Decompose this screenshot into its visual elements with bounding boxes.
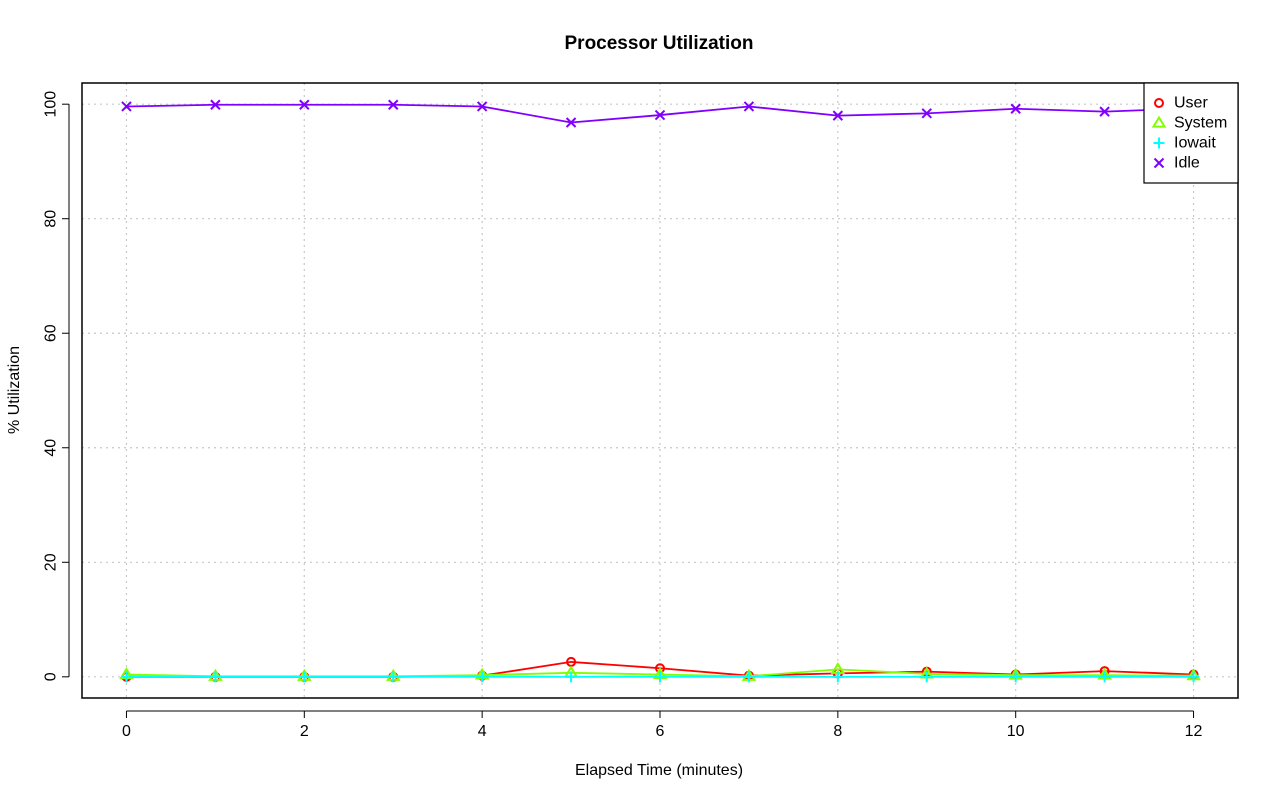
data-point-iowait (298, 671, 310, 683)
data-point-iowait (476, 671, 488, 683)
y-tick-label: 80 (43, 210, 60, 228)
x-tick-label: 2 (300, 723, 309, 740)
data-point-iowait (832, 671, 844, 683)
data-point-iowait (120, 671, 132, 683)
plot-area-frame (81, 82, 1239, 699)
data-point-iowait (387, 671, 399, 683)
data-point-iowait (209, 671, 221, 683)
y-tick-label: 60 (43, 324, 60, 342)
y-axis-label: % Utilization (6, 346, 23, 434)
legend: User System Iowait Idle (1143, 82, 1239, 184)
x-tick-label: 10 (1007, 723, 1025, 740)
y-tick-label: 100 (43, 91, 60, 118)
legend-label-system: System (1174, 115, 1227, 132)
chart-title: Processor Utilization (565, 33, 754, 54)
data-point-idle (210, 99, 221, 110)
legend-marker-system (1151, 115, 1167, 128)
y-tick-label: 40 (43, 439, 60, 457)
x-tick-label: 0 (122, 723, 131, 740)
data-series (119, 99, 1201, 683)
data-point-iowait (565, 671, 577, 683)
data-point-idle (121, 101, 132, 112)
y-tick-label: 20 (43, 553, 60, 571)
x-tick-label: 12 (1185, 723, 1203, 740)
data-point-idle (476, 101, 488, 112)
data-point-idle (743, 101, 755, 112)
legend-label-user: User (1174, 95, 1208, 112)
data-point-iowait (921, 671, 933, 683)
data-point-iowait (1010, 671, 1022, 683)
data-point-idle (299, 99, 310, 110)
legend-label-idle: Idle (1174, 155, 1200, 172)
data-point-iowait (1188, 671, 1200, 683)
data-point-idle (388, 99, 399, 110)
legend-marker-user (1154, 98, 1164, 108)
legend-marker-idle (1153, 157, 1165, 169)
data-point-iowait (743, 671, 755, 683)
legend-label-iowait: Iowait (1174, 135, 1216, 152)
x-axis: 0 2 4 6 8 10 12 (122, 710, 1203, 740)
x-tick-label: 8 (833, 723, 842, 740)
data-point-idle (565, 117, 577, 128)
data-point-idle (832, 110, 844, 121)
x-tick-label: 6 (656, 723, 665, 740)
data-point-iowait (1099, 671, 1111, 683)
y-axis: 0 20 40 60 80 100 (43, 91, 70, 681)
data-point-idle (1099, 106, 1110, 117)
legend-marker-iowait (1153, 137, 1165, 149)
series-iowait (120, 671, 1200, 683)
data-point-iowait (654, 671, 666, 683)
x-tick-label: 4 (478, 723, 487, 740)
x-axis-label: Elapsed Time (minutes) (575, 762, 743, 779)
y-tick-label: 0 (43, 672, 60, 681)
data-point-idle (921, 108, 932, 119)
data-point-idle (1010, 103, 1021, 114)
data-point-idle (654, 109, 666, 121)
grid-lines (82, 83, 1238, 698)
